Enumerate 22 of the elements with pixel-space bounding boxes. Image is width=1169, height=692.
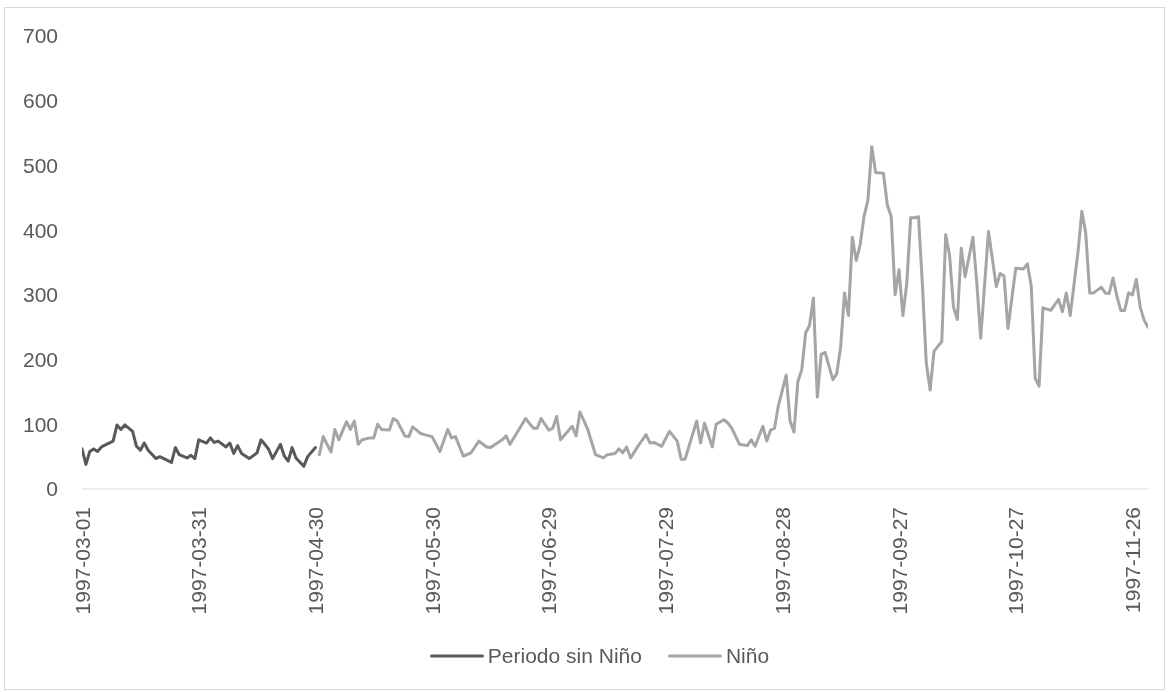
x-tick-label: 1997-03-01 <box>70 507 94 615</box>
y-tick-label: 300 <box>22 283 58 307</box>
y-tick-label: 200 <box>22 348 58 372</box>
y-tick-label: 600 <box>22 89 58 113</box>
y-tick-label: 500 <box>22 153 58 177</box>
legend-label: Niño <box>725 643 770 669</box>
x-tick-label: 1997-10-27 <box>1004 507 1028 615</box>
y-tick-label: 400 <box>22 218 58 242</box>
x-tick-label: 1997-07-29 <box>654 507 678 615</box>
x-tick-label: 1997-11-26 <box>1120 507 1144 613</box>
x-tick-label: 1997-05-30 <box>420 507 444 615</box>
line-series <box>82 423 317 468</box>
x-tick-label: 1997-09-27 <box>887 507 911 615</box>
y-tick-label: 700 <box>22 24 58 48</box>
line-series <box>317 145 1148 461</box>
legend-label: Periodo sin Niño <box>487 643 642 669</box>
y-tick-label: 0 <box>46 477 58 501</box>
y-tick-label: 100 <box>22 412 58 436</box>
x-tick-label: 1997-08-28 <box>770 507 794 615</box>
x-tick-label: 1997-04-30 <box>303 507 327 615</box>
x-tick-label: 1997-06-29 <box>537 507 561 615</box>
x-tick-label: 1997-03-31 <box>187 507 211 615</box>
